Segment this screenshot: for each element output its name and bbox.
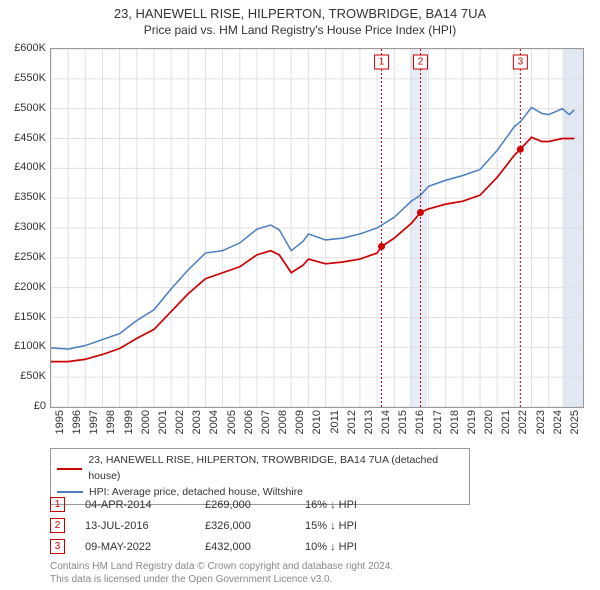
footer-attribution: Contains HM Land Registry data © Crown c… [50, 560, 393, 586]
legend-item-property: 23, HANEWELL RISE, HILPERTON, TROWBRIDGE… [57, 453, 463, 485]
title-address: 23, HANEWELL RISE, HILPERTON, TROWBRIDGE… [0, 6, 600, 21]
footer-line2: This data is licensed under the Open Gov… [50, 573, 393, 586]
x-tick-label: 2025 [569, 410, 581, 434]
x-tick-label: 2001 [157, 410, 169, 434]
x-tick-label: 1998 [105, 410, 117, 434]
x-tick-label: 2010 [311, 410, 323, 434]
x-tick-label: 2000 [140, 410, 152, 434]
x-tick-label: 2013 [363, 410, 375, 434]
y-tick-label: £0 [0, 400, 46, 412]
x-tick-label: 1997 [88, 410, 100, 434]
y-tick-label: £150K [0, 311, 46, 323]
sale-diff: 10% ↓ HPI [305, 541, 405, 553]
sales-table: 1 04-APR-2014 £269,000 16% ↓ HPI 2 13-JU… [50, 494, 405, 557]
x-tick-label: 2024 [552, 410, 564, 434]
title-subtitle: Price paid vs. HM Land Registry's House … [0, 23, 600, 37]
x-tick-label: 2003 [191, 410, 203, 434]
sale-date: 04-APR-2014 [85, 499, 205, 511]
legend-label-property: 23, HANEWELL RISE, HILPERTON, TROWBRIDGE… [88, 453, 463, 485]
x-tick-label: 2022 [517, 410, 529, 434]
x-tick-label: 2011 [329, 410, 341, 434]
sale-marker-icon: 2 [50, 518, 65, 533]
y-tick-label: £550K [0, 72, 46, 84]
x-tick-label: 2002 [174, 410, 186, 434]
y-tick-label: £200K [0, 281, 46, 293]
legend-swatch-property [57, 468, 82, 470]
x-tick-label: 2006 [243, 410, 255, 434]
x-tick-label: 2021 [500, 410, 512, 434]
x-tick-label: 1996 [71, 410, 83, 434]
sale-marker-icon: 3 [50, 539, 65, 554]
price-chart: 1 2 3 [50, 48, 584, 408]
x-tick-label: 2009 [294, 410, 306, 434]
sale-diff: 16% ↓ HPI [305, 499, 405, 511]
sale-row: 2 13-JUL-2016 £326,000 15% ↓ HPI [50, 515, 405, 536]
y-tick-label: £100K [0, 340, 46, 352]
chart-svg: 1 2 3 [51, 49, 583, 407]
svg-text:1: 1 [379, 57, 385, 68]
x-tick-label: 2005 [226, 410, 238, 434]
y-tick-label: £300K [0, 221, 46, 233]
y-tick-label: £350K [0, 191, 46, 203]
sale-diff: 15% ↓ HPI [305, 520, 405, 532]
svg-text:2: 2 [418, 57, 424, 68]
x-tick-label: 2014 [380, 410, 392, 434]
svg-text:3: 3 [518, 57, 524, 68]
y-tick-label: £50K [0, 370, 46, 382]
x-tick-label: 2015 [397, 410, 409, 434]
x-tick-label: 2007 [260, 410, 272, 434]
x-tick-label: 2012 [346, 410, 358, 434]
sale-marker-icon: 1 [50, 497, 65, 512]
x-tick-label: 2023 [535, 410, 547, 434]
x-tick-label: 2016 [414, 410, 426, 434]
x-tick-label: 2004 [208, 410, 220, 434]
sale-row: 1 04-APR-2014 £269,000 16% ↓ HPI [50, 494, 405, 515]
x-tick-label: 2008 [277, 410, 289, 434]
x-tick-label: 2018 [449, 410, 461, 434]
y-tick-label: £500K [0, 102, 46, 114]
x-tick-label: 1995 [54, 410, 66, 434]
sale-price: £432,000 [205, 541, 305, 553]
footer-line1: Contains HM Land Registry data © Crown c… [50, 560, 393, 573]
y-tick-label: £250K [0, 251, 46, 263]
x-tick-label: 2020 [483, 410, 495, 434]
y-tick-label: £600K [0, 42, 46, 54]
sale-date: 09-MAY-2022 [85, 541, 205, 553]
x-tick-label: 2019 [466, 410, 478, 434]
y-tick-label: £400K [0, 161, 46, 173]
x-tick-label: 1999 [123, 410, 135, 434]
y-tick-label: £450K [0, 132, 46, 144]
x-tick-label: 2017 [432, 410, 444, 434]
sale-price: £269,000 [205, 499, 305, 511]
sale-date: 13-JUL-2016 [85, 520, 205, 532]
sale-row: 3 09-MAY-2022 £432,000 10% ↓ HPI [50, 536, 405, 557]
sale-price: £326,000 [205, 520, 305, 532]
